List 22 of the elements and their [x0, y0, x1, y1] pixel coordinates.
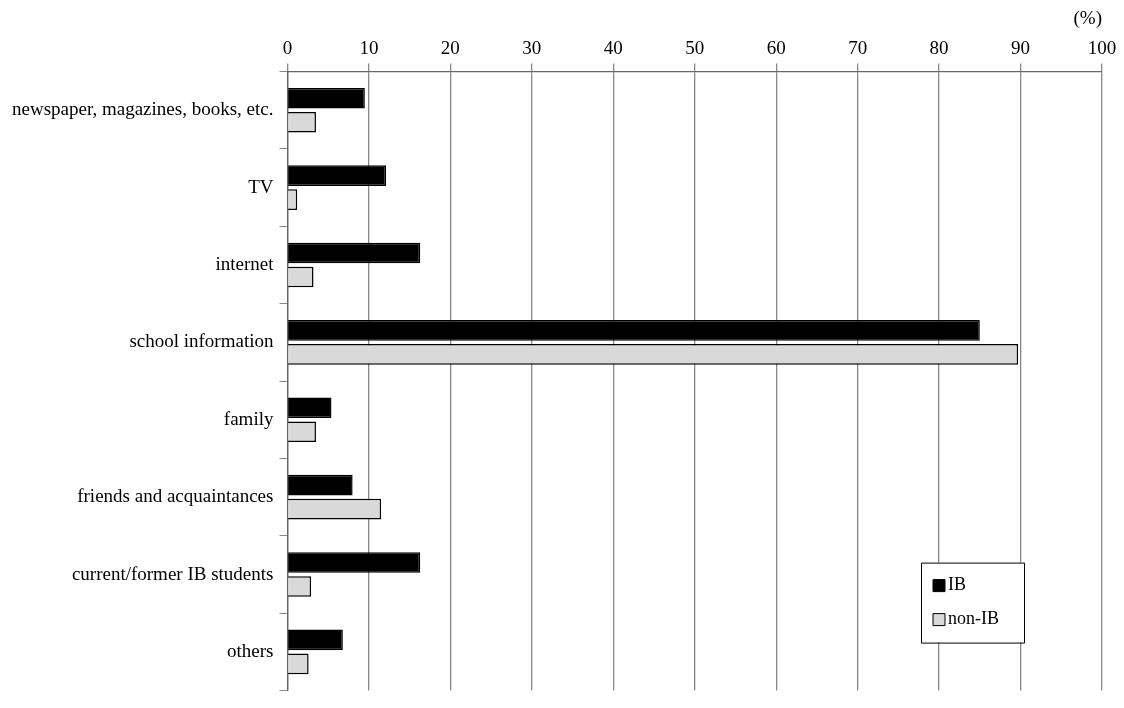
legend-label: non-IB: [948, 608, 1000, 629]
x-axis-title: (%): [1073, 7, 1102, 30]
x-tick-label: 40: [603, 37, 623, 59]
y-tick-label: others: [227, 639, 274, 661]
y-tick-label: friends and acquaintances: [77, 485, 274, 507]
y-tick-label: newspaper, magazines, books, etc.: [11, 98, 274, 120]
x-tick-label: 20: [440, 37, 460, 59]
x-tick-label: 90: [1011, 37, 1031, 59]
x-tick-label: 30: [522, 37, 542, 59]
x-tick-label: 60: [766, 37, 786, 59]
y-tick-label: current/former IB students: [71, 562, 274, 584]
y-tick-label: TV: [248, 175, 274, 197]
x-tick-label: 100: [1087, 37, 1117, 59]
x-tick-label: 10: [359, 37, 379, 59]
x-tick-label: 50: [685, 37, 705, 59]
y-tick-label: school information: [129, 330, 274, 352]
x-tick-label: 70: [848, 37, 868, 59]
y-tick-label: internet: [215, 253, 275, 275]
legend-label: IB: [948, 574, 967, 595]
x-tick-label: 80: [929, 37, 949, 59]
x-tick-label: 0: [282, 37, 293, 59]
y-tick-label: family: [223, 407, 274, 429]
